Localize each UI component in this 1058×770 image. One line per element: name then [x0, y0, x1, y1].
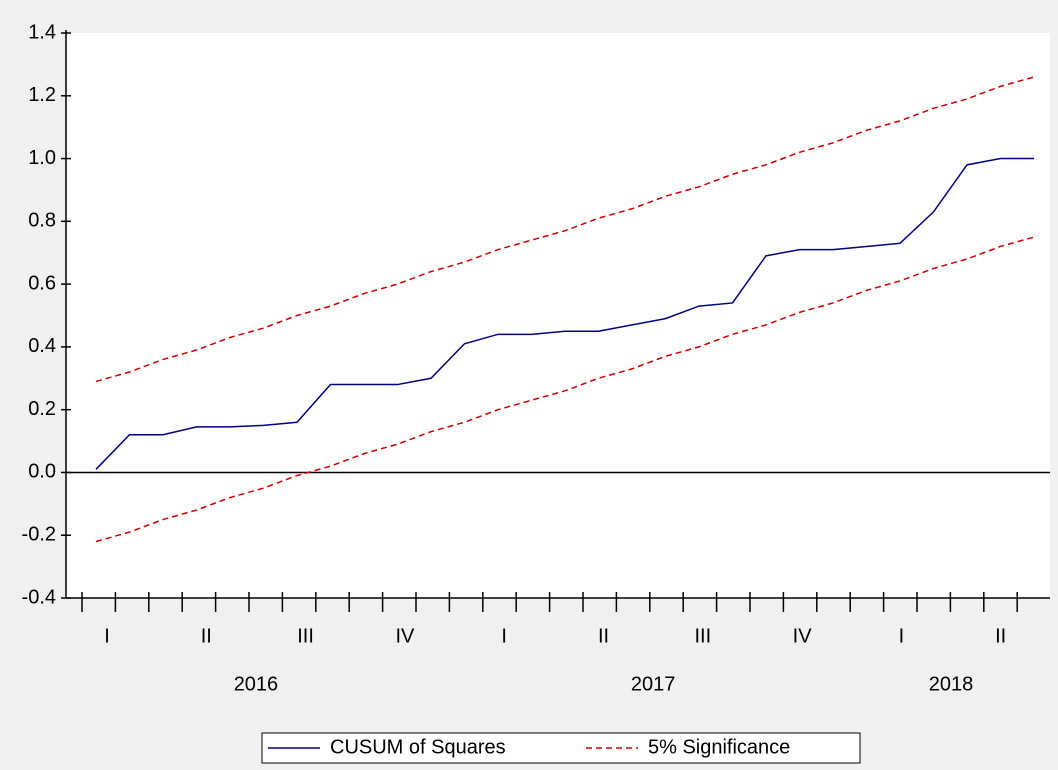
x-tick-label: I — [899, 625, 905, 647]
plot-area — [66, 33, 1050, 598]
series-line — [95, 236, 1035, 543]
y-tick-label: -0.2 — [22, 524, 56, 546]
year-label: 2016 — [234, 673, 279, 695]
y-tick-label: 0.6 — [28, 272, 56, 294]
y-tick-label: 0.2 — [28, 398, 56, 420]
y-tick-label: 1.4 — [28, 21, 56, 43]
y-tick-label: 0.8 — [28, 210, 56, 232]
x-tick-label: I — [104, 625, 110, 647]
x-tick-label: III — [297, 625, 314, 647]
x-tick-label: IV — [793, 625, 813, 647]
x-tick-label: II — [201, 625, 212, 647]
series-line — [95, 157, 1034, 470]
series-line — [95, 76, 1035, 383]
x-tick-label: I — [501, 625, 507, 647]
x-tick-label: II — [598, 625, 609, 647]
y-tick-label: 0.4 — [28, 335, 56, 357]
y-tick-label: -0.4 — [22, 586, 56, 608]
x-tick-label: IV — [395, 625, 415, 647]
y-tick-label: 0.0 — [28, 461, 56, 483]
legend-label: 5% Significance — [648, 736, 790, 758]
y-tick-label: 1.0 — [28, 147, 56, 169]
year-label: 2018 — [929, 673, 974, 695]
x-tick-label: III — [694, 625, 711, 647]
y-tick-label: 1.2 — [28, 84, 56, 106]
year-label: 2017 — [631, 673, 676, 695]
legend-label: CUSUM of Squares — [330, 736, 506, 758]
x-tick-label: II — [995, 625, 1006, 647]
legend-box — [261, 732, 861, 764]
